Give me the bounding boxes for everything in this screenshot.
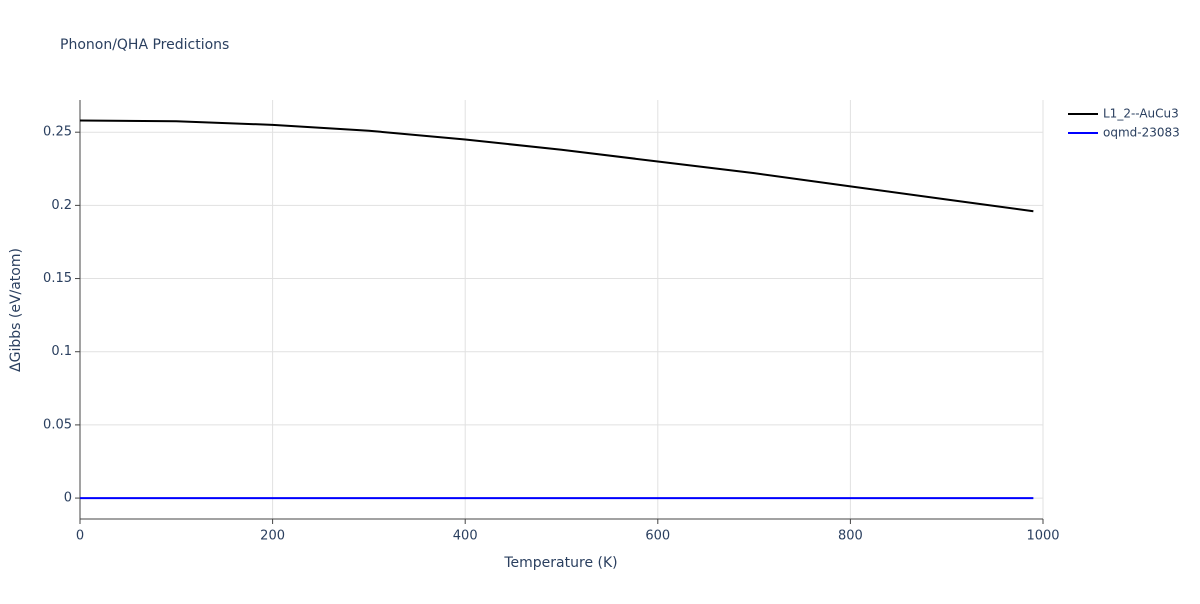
x-tick-label: 800 [838,529,863,544]
x-tick-label: 0 [76,529,84,544]
legend-label: L1_2--AuCu3 [1103,107,1179,121]
y-tick-label: 0.15 [43,271,72,286]
data-line [79,119,1034,213]
x-tick-label: 400 [453,529,478,544]
y-tick-label: 0.1 [51,344,72,359]
y-axis-label: ΔGibbs (eV/atom) [8,248,24,372]
y-tick-label: 0 [64,491,72,506]
x-axis-label: Temperature (K) [503,555,617,571]
x-tick-label: 600 [645,529,670,544]
y-tick-label: 0.25 [43,125,72,140]
x-tick-label: 1000 [1026,529,1059,544]
chart-title: Phonon/QHA Predictions [60,37,229,53]
legend-label: oqmd-23083 [1103,126,1180,140]
y-tick-label: 0.2 [51,198,72,213]
y-tick-label: 0.05 [43,417,72,432]
x-tick-label: 200 [260,529,285,544]
